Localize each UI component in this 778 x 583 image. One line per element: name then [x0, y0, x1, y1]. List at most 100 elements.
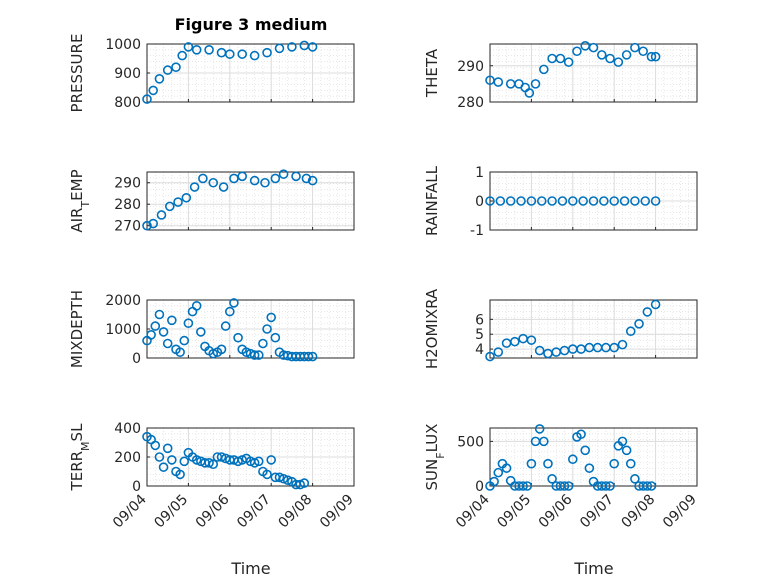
data-point [208, 459, 219, 470]
data-point [526, 335, 537, 345]
data-point [171, 62, 181, 72]
y-axis-label-suffix: EMP [68, 169, 86, 200]
data-point [191, 300, 202, 311]
data-point [576, 429, 586, 440]
data-point [158, 462, 169, 472]
data-point [613, 57, 624, 67]
data-point [241, 347, 252, 358]
data-point [650, 299, 661, 310]
x-tick-label: 09/06 [536, 491, 576, 531]
y-tick-label: 280 [114, 197, 141, 213]
subplot-1: 800 900 1000 PRESSURE [68, 34, 355, 112]
data-point [534, 345, 545, 356]
data-point [282, 475, 293, 486]
axes-box [489, 299, 698, 359]
y-tick-label: 290 [114, 176, 141, 192]
data-point [216, 344, 227, 355]
data-point [522, 481, 533, 491]
x-tick-label: 09/09 [660, 492, 700, 532]
data-point [650, 196, 661, 206]
y-axis-label: SUNFLUX [423, 424, 447, 491]
data-point [179, 335, 190, 346]
data-point [183, 318, 194, 329]
data-point [505, 196, 516, 206]
data-point [249, 457, 260, 468]
data-point [584, 463, 595, 473]
y-tick-label: 0 [132, 351, 141, 367]
data-point [175, 347, 185, 358]
data-point [307, 351, 318, 362]
data-point [218, 182, 229, 192]
data-point [225, 306, 235, 317]
subplot-8: 0 500 09/04 09/05 09/06 09/07 09/08 09/09 SUNFLU… [423, 424, 700, 532]
data-point [142, 220, 152, 231]
y-tick-label: 800 [114, 95, 141, 111]
y-tick-label: 900 [114, 66, 141, 82]
y-tick-label: 0 [132, 479, 141, 495]
data-point [588, 196, 599, 206]
y-axis-label-suffix: SL [68, 423, 86, 442]
data-point [233, 332, 243, 343]
data-point [578, 196, 588, 206]
data-point [526, 458, 537, 469]
x-tick-label: 09/08 [619, 492, 659, 532]
data-point [510, 336, 520, 347]
x-tick-label: 09/06 [193, 491, 233, 531]
data-point [642, 481, 653, 491]
data-point [266, 312, 277, 323]
data-point [567, 454, 578, 465]
y-tick-label: 270 [114, 219, 141, 235]
data-point [630, 42, 640, 53]
data-point [625, 458, 636, 469]
data-point [183, 42, 194, 52]
data-point [216, 452, 227, 462]
data-point [270, 173, 281, 184]
y-axis-label-subscript: F [434, 452, 447, 458]
data-point [621, 50, 632, 60]
y-axis-label-subscript: M [79, 441, 92, 451]
y-tick-label: 400 [114, 421, 141, 437]
data-point [557, 196, 568, 206]
data-point [262, 47, 272, 58]
data-point [580, 445, 591, 456]
data-point [189, 182, 200, 192]
y-tick-label: 1 [475, 165, 484, 181]
data-point [559, 481, 570, 491]
data-point [225, 49, 235, 59]
data-point [146, 329, 156, 340]
data-point [266, 455, 277, 465]
data-point [301, 173, 312, 184]
data-point [485, 196, 495, 206]
data-point [167, 455, 177, 465]
y-tick-label: 0 [475, 194, 484, 210]
data-point [630, 196, 640, 206]
data-point [208, 348, 219, 359]
x-tick-label: 09/05 [494, 492, 534, 532]
data-point [489, 476, 499, 487]
data-point [299, 478, 310, 488]
data-point [291, 171, 301, 182]
data-point [495, 196, 506, 206]
data-point [640, 196, 651, 206]
subplot-7: 0 200 400 09/04 09/05 09/06 09/07 09/08 09/09 TER… [68, 421, 357, 531]
y-tick-label: 4 [475, 342, 484, 358]
data-point [518, 481, 528, 491]
data-point [536, 196, 547, 206]
data-point [638, 46, 648, 57]
data-point [258, 338, 268, 349]
x-tick-label: 09/04 [453, 491, 493, 531]
x-tick-label: 09/09 [317, 492, 357, 532]
data-point [619, 196, 630, 206]
data-point [164, 201, 175, 212]
data-point [262, 324, 272, 334]
x-axis-label-left: Time [230, 559, 270, 578]
y-tick-label: 290 [457, 59, 484, 75]
data-point [175, 469, 185, 480]
data-point [547, 474, 557, 484]
data-point [617, 436, 628, 447]
data-point [485, 351, 495, 362]
data-point [572, 46, 582, 57]
data-point [229, 298, 239, 308]
data-point [547, 196, 557, 206]
data-point [609, 196, 620, 206]
